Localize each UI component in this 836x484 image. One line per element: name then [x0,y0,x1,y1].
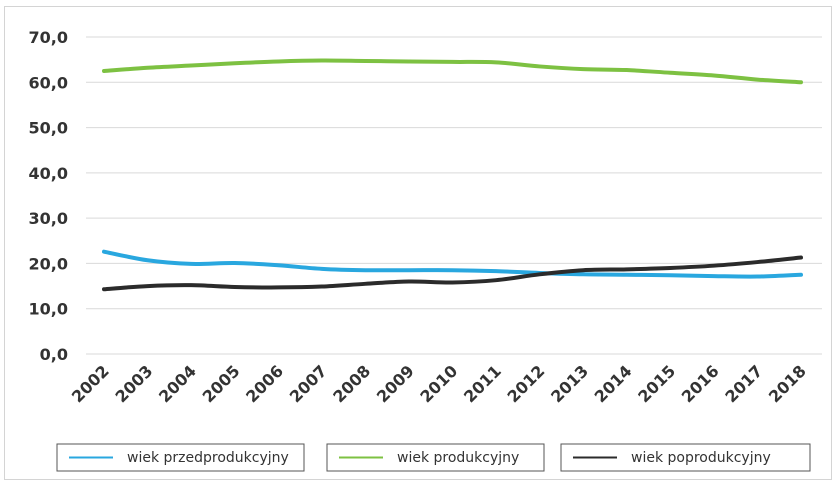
gridlines [86,36,822,355]
legend-label: wiek poprodukcyjny [631,450,771,466]
y-tick-label: 30,0 [29,209,68,228]
chart-frame [4,6,832,480]
x-tick-label: 2013 [547,361,592,406]
y-tick-label: 60,0 [29,73,68,92]
y-tick-label: 0,0 [40,345,68,364]
series-line-1 [102,249,803,279]
x-tick-label: 2012 [504,361,549,406]
y-tick-label: 20,0 [29,254,68,273]
legend-label: wiek przedprodukcyjny [127,450,289,466]
y-axis-ticks: 0,0 10,0 20,0 30,0 40,0 50,0 60,0 70,0 [29,28,68,364]
x-tick-label: 2002 [68,361,113,406]
y-tick-label: 10,0 [29,300,68,319]
x-tick-label: 2017 [721,361,766,406]
x-tick-label: 2014 [591,361,636,406]
x-tick-label: 2008 [329,361,374,406]
x-axis-ticks: 2002200320042005200620072008200920102011… [68,361,810,406]
x-tick-label: 2007 [286,361,331,406]
x-tick-label: 2003 [111,361,156,406]
x-tick-label: 2010 [416,361,461,406]
series-line-3 [102,255,803,292]
legend-item-box [326,443,545,472]
x-tick-label: 2005 [199,361,244,406]
x-tick-label: 2016 [678,361,723,406]
legend: wiek przedprodukcyjny wiek produkcyjny wie… [56,443,811,472]
x-tick-label: 2011 [460,361,505,406]
y-tick-label: 70,0 [29,28,68,47]
x-tick-label: 2018 [765,361,810,406]
x-tick-label: 2004 [155,361,200,406]
y-tick-label: 50,0 [29,119,68,138]
series-line-2 [102,58,803,85]
legend-label: wiek produkcyjny [397,450,519,466]
y-tick-label: 40,0 [29,164,68,183]
series-lines [102,58,803,292]
x-tick-label: 2006 [242,361,287,406]
x-tick-label: 2009 [373,361,418,406]
x-tick-label: 2015 [634,361,679,406]
